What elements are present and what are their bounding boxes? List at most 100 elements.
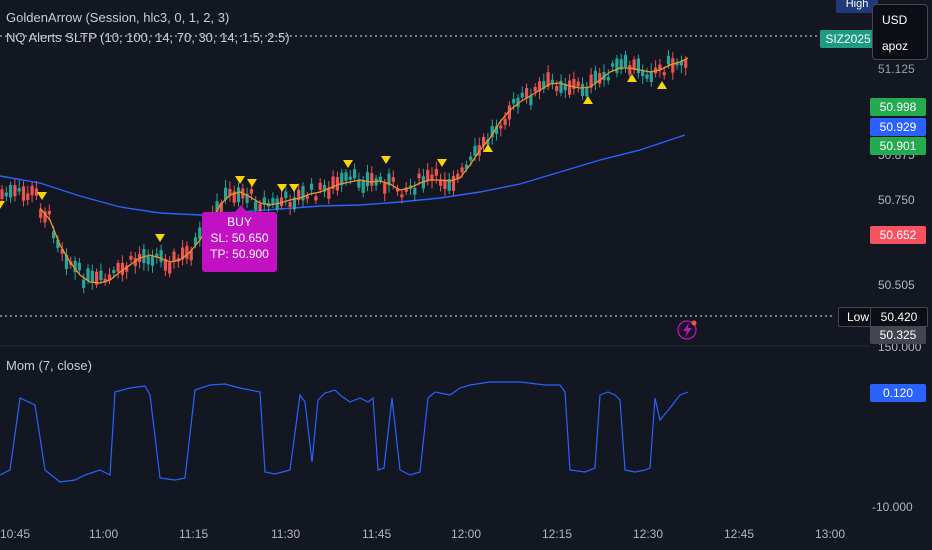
candle-body — [198, 227, 202, 240]
symbol-tag[interactable]: SIZ2025 — [820, 30, 876, 48]
price-tag-green: 50.998 — [870, 98, 926, 116]
candle-body — [636, 58, 640, 74]
candle-body — [486, 139, 490, 145]
sell-arrow-icon — [37, 192, 47, 200]
buy-arrow-icon — [483, 144, 493, 152]
candle-body — [434, 168, 438, 176]
candle-body — [426, 169, 430, 181]
candlestick-series — [0, 50, 688, 294]
candle-body — [155, 253, 159, 258]
candle-body — [525, 87, 529, 99]
candle-body — [529, 95, 533, 106]
candle-body — [292, 197, 296, 210]
candle-body — [576, 81, 580, 87]
candle-body — [52, 231, 56, 239]
candle-body — [602, 71, 606, 80]
candle-body — [310, 183, 314, 190]
candle-body — [456, 173, 460, 179]
candle-body — [107, 274, 112, 281]
candle-body — [361, 180, 365, 193]
time-axis-label: 12:45 — [724, 527, 755, 541]
momentum-value-tag: 0.120 — [870, 384, 926, 402]
buy-signal-title: BUY — [227, 215, 252, 229]
candle-body — [95, 271, 99, 285]
candle-body — [658, 64, 662, 70]
candle-body — [533, 87, 537, 92]
currency-label: USD — [882, 13, 908, 27]
time-axis-label: 11:45 — [362, 527, 392, 541]
candle-body — [645, 74, 649, 79]
candle-body — [357, 179, 361, 188]
price-axis-label: 50.750 — [878, 193, 915, 207]
price-axis-label: 51.125 — [878, 62, 915, 76]
candle-body — [400, 194, 404, 198]
candle-body — [249, 189, 253, 194]
candle-body — [228, 188, 232, 196]
candle-body — [580, 83, 585, 97]
candle-body — [512, 99, 516, 104]
candle-body — [344, 172, 348, 181]
candle-body — [559, 80, 563, 93]
indicator-legend-goldenarrow[interactable]: GoldenArrow (Session, hlc3, 0, 1, 2, 3) — [6, 10, 230, 25]
time-axis-label: 10:45 — [0, 527, 31, 541]
candle-body — [284, 191, 288, 199]
candle-body — [60, 249, 64, 254]
candle-body — [490, 126, 494, 138]
sma-line — [0, 134, 686, 216]
candle-body — [181, 247, 185, 260]
candle-body — [163, 258, 167, 271]
candle-body — [189, 250, 193, 261]
low-tag: Low — [838, 307, 878, 327]
candle-body — [387, 173, 391, 186]
price-axis-label: 50.505 — [878, 278, 915, 292]
candle-body — [568, 80, 572, 95]
candle-body — [619, 59, 623, 70]
candle-body — [546, 72, 550, 87]
candle-body — [460, 167, 464, 173]
indicator-legend-momentum[interactable]: Mom (7, close) — [6, 358, 92, 373]
buy-arrow-icon — [583, 96, 593, 104]
candle-body — [520, 92, 524, 98]
candle-body — [288, 202, 292, 208]
currency-unit-box[interactable]: USD apoz — [872, 4, 928, 60]
mom-axis-label: -10.000 — [872, 500, 913, 514]
candle-body — [443, 179, 447, 190]
candle-body — [142, 249, 146, 264]
candle-body — [365, 172, 370, 187]
candle-body — [236, 187, 241, 202]
candle-body — [262, 197, 266, 205]
candle-body — [159, 250, 163, 263]
candle-body — [314, 196, 318, 201]
time-axis-label: 12:30 — [633, 527, 664, 541]
candle-body — [451, 175, 456, 191]
candle-body — [464, 164, 468, 169]
candle-body — [86, 268, 90, 281]
candle-body — [679, 61, 683, 66]
candle-body — [671, 58, 675, 73]
candle-body — [641, 69, 645, 77]
indicator-legend-nq-alerts[interactable]: NQ Alerts SLTP (10, 100, 14, 70, 30, 14,… — [6, 30, 290, 45]
candle-body — [103, 278, 107, 283]
candle-body — [99, 270, 103, 281]
candle-body — [82, 279, 86, 288]
candle-body — [550, 79, 554, 85]
candle-body — [593, 70, 597, 84]
lightning-icon[interactable] — [677, 320, 697, 340]
buy-arrow-icon — [657, 81, 667, 89]
buy-signal-sl: SL: 50.650 — [210, 231, 269, 245]
candle-body — [56, 239, 60, 248]
candle-body — [0, 189, 4, 200]
candle-body — [335, 177, 339, 191]
candle-body — [224, 187, 228, 200]
candle-body — [589, 74, 593, 88]
candle-body — [172, 251, 176, 261]
candle-body — [129, 255, 133, 260]
candle-body — [318, 182, 322, 190]
candle-body — [39, 209, 43, 218]
candle-body — [666, 55, 671, 65]
candle-body — [64, 254, 69, 269]
candle-body — [258, 204, 262, 212]
candle-body — [623, 54, 628, 68]
time-axis-label: 13:00 — [815, 527, 846, 541]
